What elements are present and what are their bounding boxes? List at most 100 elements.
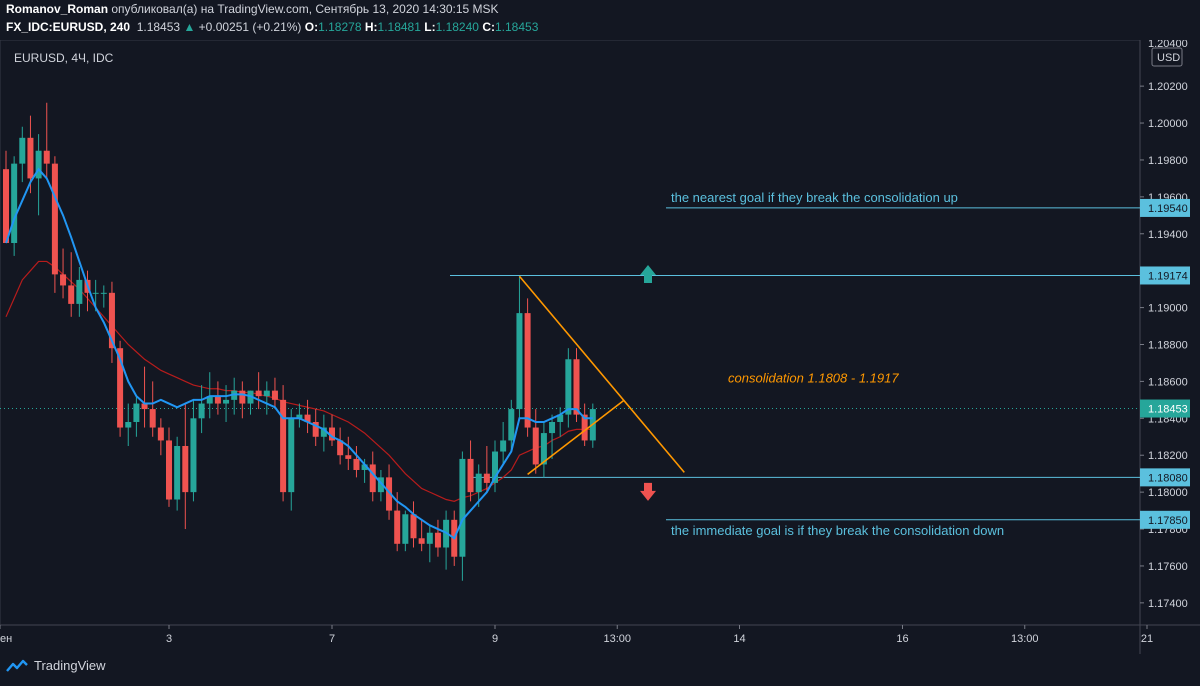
- y-tick-label: 1.17600: [1148, 561, 1188, 573]
- candle-body: [280, 399, 287, 493]
- price-chart[interactable]: 1.174001.176001.178001.180001.182001.184…: [0, 40, 1200, 654]
- candle-body: [76, 279, 83, 304]
- candle-body: [68, 285, 75, 304]
- candle-body: [108, 292, 115, 349]
- currency-label: USD: [1157, 52, 1180, 64]
- candle-body: [214, 396, 221, 404]
- x-tick-label: 16: [896, 633, 908, 645]
- y-tick-label: 1.19000: [1148, 303, 1188, 315]
- y-tick-label: 1.17400: [1148, 598, 1188, 610]
- y-tick-label: 1.18600: [1148, 376, 1188, 388]
- candle-body: [459, 458, 466, 557]
- candle-body: [166, 440, 172, 500]
- publish-line: Romanov_Roman опубликовал(а) на TradingV…: [6, 2, 499, 16]
- x-tick-label: 7: [329, 633, 335, 645]
- candle-body: [117, 348, 124, 428]
- candle-body: [239, 390, 246, 404]
- candle-body: [353, 458, 360, 470]
- level-price-tag: [1140, 468, 1190, 487]
- candle-body: [296, 414, 303, 419]
- candle-body: [410, 514, 417, 539]
- candle-body: [434, 532, 441, 548]
- candle-body: [467, 458, 474, 493]
- candle-body: [581, 414, 588, 441]
- currency-box: [1151, 47, 1183, 67]
- candle-body: [524, 313, 531, 428]
- y-tick-label: 1.18200: [1148, 450, 1188, 462]
- candle-body: [320, 427, 327, 437]
- candle-body: [549, 422, 556, 434]
- candle-body: [288, 418, 295, 493]
- candle-body: [133, 403, 140, 423]
- y-tick-label: 1.19400: [1148, 229, 1188, 241]
- tradingview-logo-icon: [6, 659, 28, 672]
- high-label: H:: [364, 20, 378, 34]
- y-tick-label: 1.18800: [1148, 339, 1188, 351]
- candle-body: [149, 409, 156, 428]
- candle-body: [174, 445, 181, 500]
- symbol-name: FX_IDC:EURUSD, 240: [6, 20, 131, 34]
- candle-body: [483, 473, 490, 483]
- footer: TradingView: [6, 658, 106, 673]
- close-label: C:: [482, 20, 495, 34]
- author-name[interactable]: Romanov_Roman: [6, 2, 109, 16]
- plot-area: [0, 40, 1141, 626]
- level-price-label: 1.18080: [1148, 472, 1188, 484]
- candle-body: [35, 150, 42, 179]
- candle-body: [182, 445, 189, 493]
- up-arrow-icon: [640, 264, 656, 283]
- goal-up-text: the nearest goal if they break the conso…: [671, 190, 958, 205]
- down-arrow-icon: [640, 482, 656, 501]
- last-price: 1.18453: [136, 20, 181, 34]
- candle-body: [141, 403, 148, 410]
- candle-body: [3, 169, 9, 243]
- x-tick-label: ен: [0, 633, 12, 645]
- candle-body: [369, 464, 376, 493]
- level-price-label: 1.19174: [1148, 270, 1188, 282]
- candle-body: [386, 477, 393, 511]
- candle-body: [43, 150, 50, 164]
- open-value: 1.18278: [318, 20, 362, 34]
- goal-down-text: the immediate goal is if they break the …: [671, 523, 1004, 538]
- level-price-label: 1.17850: [1148, 515, 1188, 527]
- brand-name[interactable]: TradingView: [34, 658, 106, 673]
- level-price-tag: [1140, 266, 1190, 285]
- candle-body: [157, 427, 164, 441]
- candle-body: [565, 359, 572, 415]
- ohlc-line: FX_IDC:EURUSD, 240 1.18453 ▲ +0.00251 (+…: [6, 20, 538, 34]
- candle-body: [394, 510, 401, 544]
- candle-body: [418, 538, 425, 544]
- y-tick-label: 1.20400: [1148, 40, 1188, 50]
- candle-body: [92, 292, 99, 294]
- high-value: 1.18481: [377, 20, 421, 34]
- x-tick-label: 9: [492, 633, 498, 645]
- consolidation-text: consolidation 1.1808 - 1.1917: [728, 371, 899, 386]
- candle-body: [557, 414, 564, 423]
- x-tick-label: 13:00: [1011, 633, 1039, 645]
- candle-body: [516, 313, 523, 410]
- candle-body: [190, 418, 197, 493]
- close-value: 1.18453: [494, 20, 539, 34]
- y-tick-label: 1.20200: [1148, 81, 1188, 93]
- current-price-label: 1.18453: [1148, 404, 1188, 416]
- candle-body: [337, 440, 344, 456]
- x-tick-label: 13:00: [603, 633, 631, 645]
- chart-title: EURUSD, 4Ч, IDC: [14, 51, 114, 65]
- candle-body: [540, 433, 547, 465]
- candle-body: [345, 455, 352, 459]
- candle-body: [329, 427, 335, 441]
- x-tick-label: 14: [733, 633, 745, 645]
- y-tick-label: 1.19800: [1148, 155, 1188, 167]
- candle-body: [402, 514, 409, 544]
- price-change: +0.00251 (+0.21%): [198, 20, 302, 34]
- candle-body: [100, 292, 107, 294]
- up-triangle-icon: ▲: [183, 20, 196, 34]
- candle-body: [263, 390, 270, 397]
- triangle-lower-line: [527, 399, 625, 476]
- candle-body: [426, 532, 433, 544]
- open-label: O:: [304, 20, 319, 34]
- level-price-label: 1.19540: [1148, 203, 1188, 215]
- candle-body: [51, 163, 58, 275]
- fast-ma-line: [5, 167, 593, 540]
- low-label: L:: [424, 20, 436, 34]
